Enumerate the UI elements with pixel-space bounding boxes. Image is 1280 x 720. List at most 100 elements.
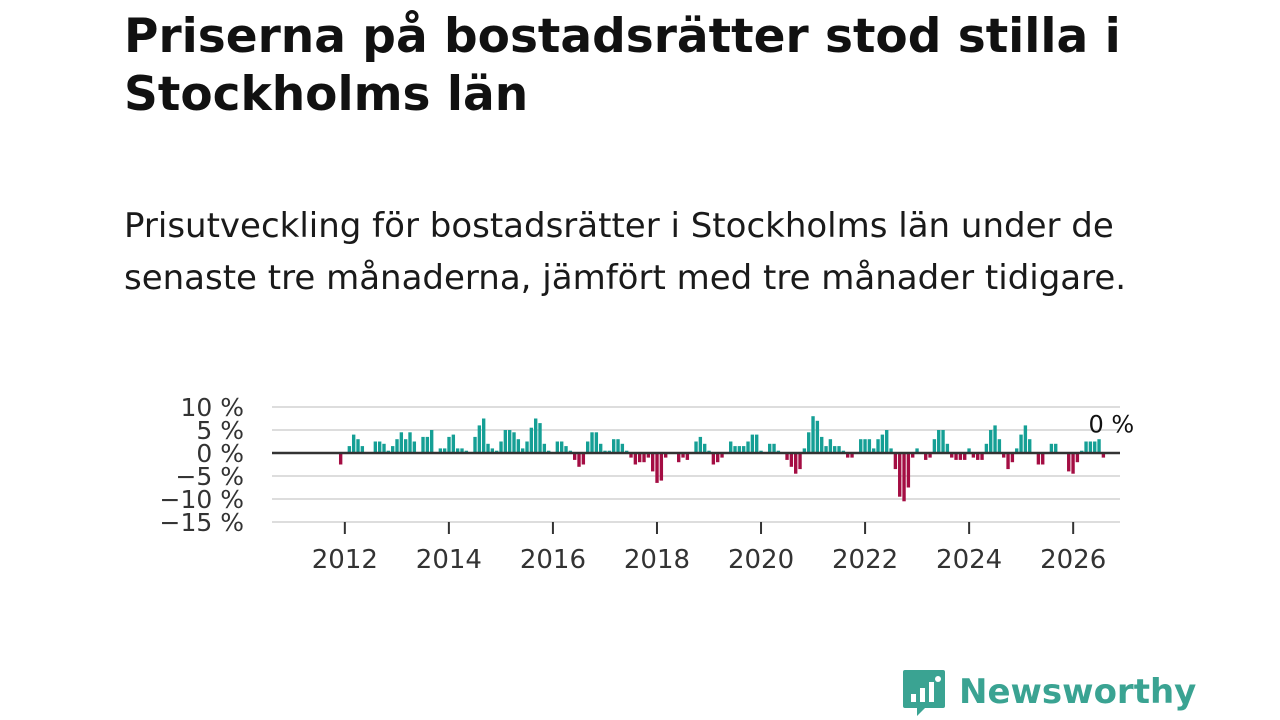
bar [638,453,642,463]
bar [1088,441,1093,453]
bar [512,432,516,453]
bar [802,448,807,453]
bar [612,439,616,453]
bar [932,439,937,453]
bar [351,434,356,453]
price-change-chart-svg: 10 %5 %0 %−5 %−10 %−15 % 2012 2014 2016 201… [160,393,1135,575]
bar [711,453,716,465]
bar [633,453,638,465]
bar [1101,453,1106,458]
bar [399,432,404,453]
bar [1019,434,1023,453]
bar [833,446,837,453]
bar [941,430,945,453]
bar [807,432,811,453]
bar [937,430,941,453]
bar [698,436,703,453]
bar [560,441,564,453]
bar [963,453,967,460]
bar [950,453,954,458]
bar [837,446,841,453]
last-value-label: 0 % [1089,410,1135,438]
bar [906,453,911,488]
bar [828,439,833,453]
logo-bar-1 [911,694,916,702]
bar [885,430,889,453]
bar [473,436,477,453]
bar [958,453,963,460]
bar [421,436,425,453]
bar [412,441,417,453]
y-tick-label: −10 % [160,485,244,514]
bar [889,448,893,453]
bar [629,453,633,458]
bar [573,453,577,460]
y-tick-label: 10 % [180,393,244,422]
bar [954,453,958,460]
bar [1054,443,1058,453]
bar [898,453,902,497]
bar [876,439,880,453]
bar [594,432,599,453]
bar [768,443,772,453]
bar [599,443,603,453]
bar [911,453,915,458]
bar [590,432,594,453]
bar [521,448,525,453]
bar [525,441,529,453]
annotations: 0 % [1089,410,1135,438]
bar [859,439,863,453]
bar [356,439,360,453]
bar [798,453,802,470]
bar [529,427,534,453]
bar [620,443,625,453]
bar [395,439,399,453]
bar [516,439,521,453]
bar [893,453,898,470]
bar [677,453,681,463]
x-tick-label: 2014 [416,545,482,575]
bar [729,441,733,453]
bar [880,434,885,453]
bar [555,441,560,453]
bar [850,453,854,458]
bar [451,434,456,453]
bar [980,453,984,460]
bar [989,430,993,453]
page-title: Priserna på bostadsrätter stod stilla i … [124,9,1121,122]
logo-bar-2 [920,688,925,702]
bar [846,453,850,458]
bar [655,453,659,483]
bar [820,436,824,453]
bar [815,420,820,453]
x-tick-label: 2012 [312,545,378,575]
bar [1002,453,1006,458]
bar [945,443,950,453]
bar [720,453,724,458]
bar-chart-speech-icon [903,670,945,716]
bar [971,453,976,458]
y-tick-label: −5 % [175,462,244,491]
bar [1049,443,1054,453]
bar [1010,453,1015,463]
newsworthy-logo: Newsworthy [903,670,1196,716]
bar [750,434,755,453]
bar [685,453,690,460]
bar [772,443,776,453]
x-tick-label: 2018 [624,545,690,575]
bar [542,443,547,453]
x-axis-ticks: 2012 2014 2016 2018 2020 2022 2024 2026 [312,522,1106,575]
bar [967,448,971,453]
bar [794,453,798,474]
bar [664,453,668,458]
bar [477,425,482,453]
bar [755,434,759,453]
bar [403,439,408,453]
x-tick-label: 2020 [728,545,794,575]
bar [507,430,512,453]
bar [915,448,919,453]
bar [646,453,651,458]
bar [373,441,378,453]
bar [486,443,490,453]
bar [1084,441,1088,453]
